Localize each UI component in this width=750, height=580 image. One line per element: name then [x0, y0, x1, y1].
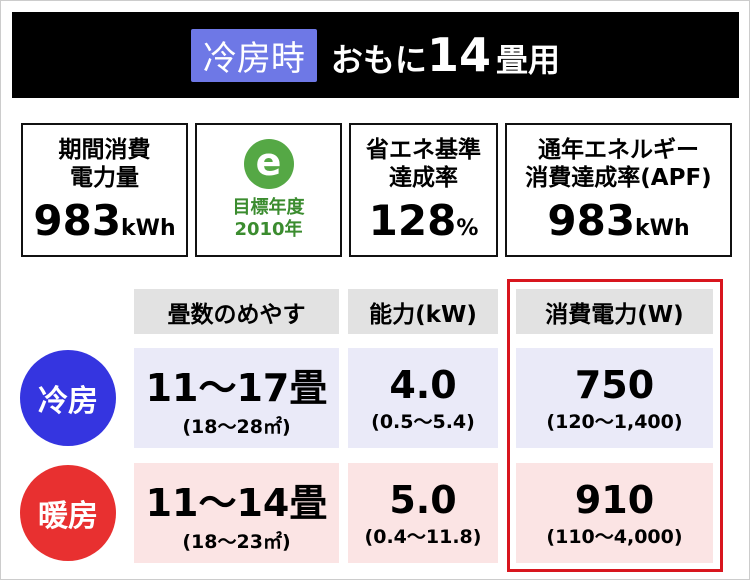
spec-number: 128	[368, 195, 457, 245]
spec-unit: kWh	[121, 215, 176, 241]
table-cell: 11〜17畳 (18〜28㎡)	[134, 348, 339, 448]
spec-box: 期間消費 電力量 983kWh	[21, 123, 188, 257]
column-header: 畳数のめやす	[134, 289, 339, 334]
cell-main: 11〜17畳	[145, 366, 328, 410]
mode-circle: 冷房	[20, 350, 116, 446]
spec-label-line: 消費達成率(APF)	[525, 164, 712, 191]
eco-label: 目標年度 2010年	[233, 197, 305, 241]
spec-label-line: 期間消費	[58, 136, 151, 163]
cell-main: 5.0	[389, 477, 457, 522]
spec-box: e 目標年度 2010年	[195, 123, 342, 257]
column-header: 消費電力(W)	[516, 289, 713, 334]
spec-box: 省エネ基準 達成率 128%	[349, 123, 498, 257]
spec-unit: %	[456, 215, 479, 241]
header-number: 14	[426, 28, 491, 82]
spec-label-line: 電力量	[70, 164, 139, 191]
table-cell: 750 (120〜1,400)	[516, 348, 713, 448]
spec-value: 128%	[369, 196, 479, 245]
header-text: 畳用	[496, 41, 561, 79]
cell-range: (18〜28㎡)	[182, 416, 291, 438]
spec-label-line: 省エネ基準	[366, 136, 481, 163]
spec-value: 983kWh	[33, 196, 175, 245]
spec-label-line: 達成率	[389, 164, 458, 191]
spec-value: 983kWh	[547, 196, 689, 245]
spec-label: 通年エネルギー 消費達成率(APF)	[525, 136, 711, 192]
cell-main: 11〜14畳	[145, 481, 328, 525]
table-cell: 4.0 (0.5〜5.4)	[348, 348, 498, 448]
mode-circle: 暖房	[20, 465, 116, 561]
table-cell: 910 (110〜4,000)	[516, 463, 713, 563]
eco-label-line: 目標年度	[232, 197, 305, 218]
column-header: 能力(kW)	[348, 289, 498, 334]
spec-unit: kWh	[635, 215, 690, 241]
spec-label: 省エネ基準 達成率	[366, 136, 481, 192]
spec-number: 983	[547, 195, 636, 245]
eco-label-line: 2010年	[234, 219, 303, 240]
cell-main: 910	[574, 477, 655, 522]
cell-main: 750	[574, 362, 655, 407]
cell-range: (0.4〜11.8)	[364, 525, 482, 548]
table-cell: 11〜14畳 (18〜23㎡)	[134, 463, 339, 563]
table-cell: 5.0 (0.4〜11.8)	[348, 463, 498, 563]
mode-badge: 冷房時	[190, 28, 317, 82]
spec-label-line: 通年エネルギー	[538, 136, 699, 163]
cell-range: (110〜4,000)	[546, 525, 683, 548]
cell-main: 4.0	[389, 362, 457, 407]
spec-number: 983	[33, 195, 122, 245]
eco-icon: e	[243, 139, 294, 189]
cell-range: (18〜23㎡)	[182, 531, 291, 553]
header-bar: 冷房時 おもに14 畳用	[12, 12, 739, 98]
highlight-frame	[507, 279, 723, 572]
cell-range: (0.5〜5.4)	[371, 410, 475, 433]
spec-box: 通年エネルギー 消費達成率(APF) 983kWh	[505, 123, 732, 257]
spec-label: 期間消費 電力量	[59, 136, 151, 192]
cell-range: (120〜1,400)	[546, 410, 683, 433]
header-text: おもに	[330, 41, 427, 79]
